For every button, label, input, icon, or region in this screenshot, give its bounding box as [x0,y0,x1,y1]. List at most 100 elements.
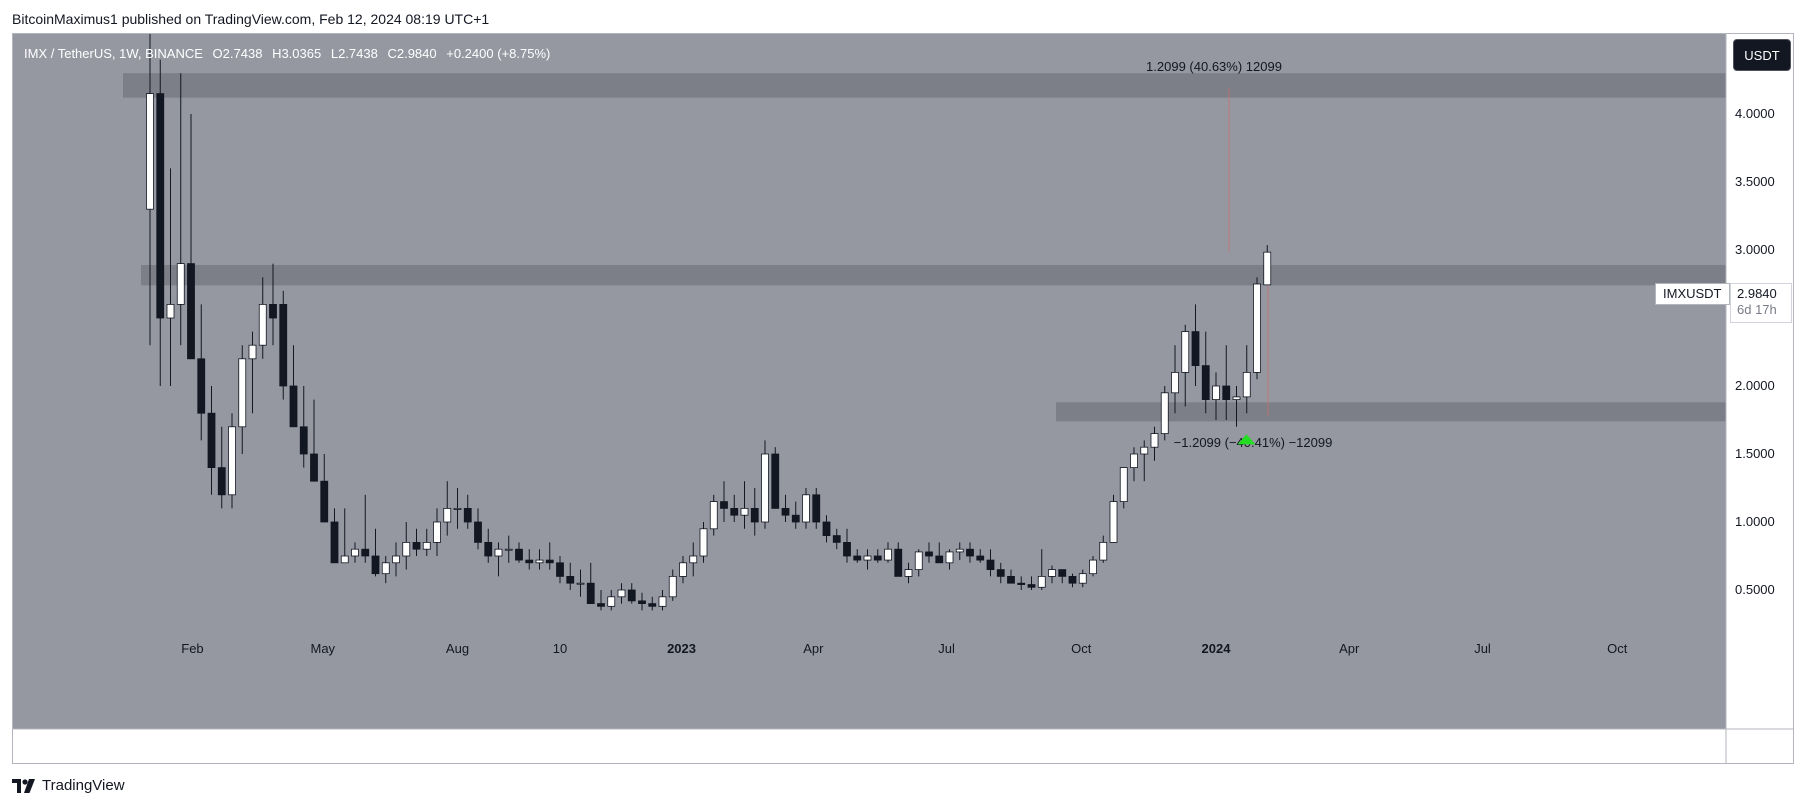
candle [679,556,687,584]
candle-body [904,569,913,577]
candle [771,447,780,509]
candle-body [699,528,708,557]
candle [1263,245,1272,286]
candle [412,528,421,556]
candle-body [791,514,800,523]
candle-body [494,548,503,557]
currency-button[interactable]: USDT [1733,39,1791,71]
candle [955,542,964,561]
candle-body [853,555,862,561]
candle [597,590,605,611]
candle-body [299,426,308,455]
candle-body [945,551,954,564]
candle [1078,569,1087,588]
candle-body [310,453,318,482]
candle-body [566,576,575,584]
y-tick-label: 3.5000 [1735,174,1775,189]
candle [873,549,882,563]
candle-body [617,589,626,598]
candle [730,494,739,522]
last-price-label: 2.9840 6d 17h [1730,283,1792,323]
candle [422,528,431,556]
candle [392,542,400,577]
candle [832,528,841,550]
footer-brand[interactable]: TradingView [12,777,125,794]
candle-body [351,548,359,557]
candle-body [156,93,165,319]
candle [146,34,154,346]
x-tick-label: 2024 [1202,641,1232,656]
candle-body [802,494,810,523]
candle-body [771,453,780,509]
candle [371,528,380,577]
x-tick-label: Oct [1071,641,1092,656]
candle [1232,386,1241,427]
candle [976,549,985,563]
x-tick-label: Apr [1339,641,1360,656]
candle-body [679,562,687,577]
price-chart[interactable]: 1.2099 (40.63%) 12099−1.2099 (−40.41%) −… [13,34,1793,763]
candle [1150,426,1159,461]
candle [1089,556,1097,577]
candle-body [504,548,513,551]
candle [586,562,595,605]
candle [504,535,513,563]
candle-body [320,480,329,523]
candle [863,549,872,570]
candle-body [976,555,985,561]
candle-body [1027,584,1036,588]
candle [658,590,667,611]
candle [781,494,790,522]
candle-body [361,548,370,557]
candle [822,515,831,543]
candle [740,481,749,529]
candle [269,263,277,346]
candle [699,522,708,563]
candle [638,592,646,611]
candle [689,542,698,577]
zones-layer [123,73,1726,422]
candle [556,556,564,584]
candle [996,562,1005,584]
candle-body [1212,385,1220,401]
x-tick-label: Aug [446,641,469,656]
candle [925,542,933,563]
candle [1171,345,1179,414]
candle [904,562,913,584]
candle-body [740,507,749,516]
candle-body [1171,371,1179,394]
candle [1160,386,1169,441]
symbol-legend: IMX / TetherUS, 1W, BINANCE O2.7438 H3.0… [24,46,550,61]
candle-body [597,603,605,607]
candle [156,59,165,386]
candle-body [248,344,257,360]
candle-body [392,555,400,564]
candle-body [638,600,646,605]
candle-body [884,548,892,561]
candle-body [1232,396,1241,401]
y-tick-label: 4.0000 [1735,106,1775,121]
candle [1201,331,1210,414]
candle-body [484,541,493,557]
candle [279,290,288,400]
x-tick-label: Apr [803,641,824,656]
candle [187,114,195,360]
candle [289,345,298,428]
candle [812,488,821,529]
candle-body [832,535,841,543]
candle-body [556,562,564,577]
candle-body [463,507,472,523]
candle [884,542,892,563]
legend-change: +0.2400 (+8.75%) [446,46,551,61]
candle [1212,372,1220,420]
legend-low: 2.7438 [338,46,378,61]
candle [802,488,810,529]
candle-body [668,576,677,598]
candle-body [474,521,482,543]
candle [402,522,411,570]
candle-body [1253,283,1261,373]
candle-body [289,385,298,428]
plot-background [13,34,1726,729]
candle-body [873,555,882,561]
candle [1242,345,1251,414]
